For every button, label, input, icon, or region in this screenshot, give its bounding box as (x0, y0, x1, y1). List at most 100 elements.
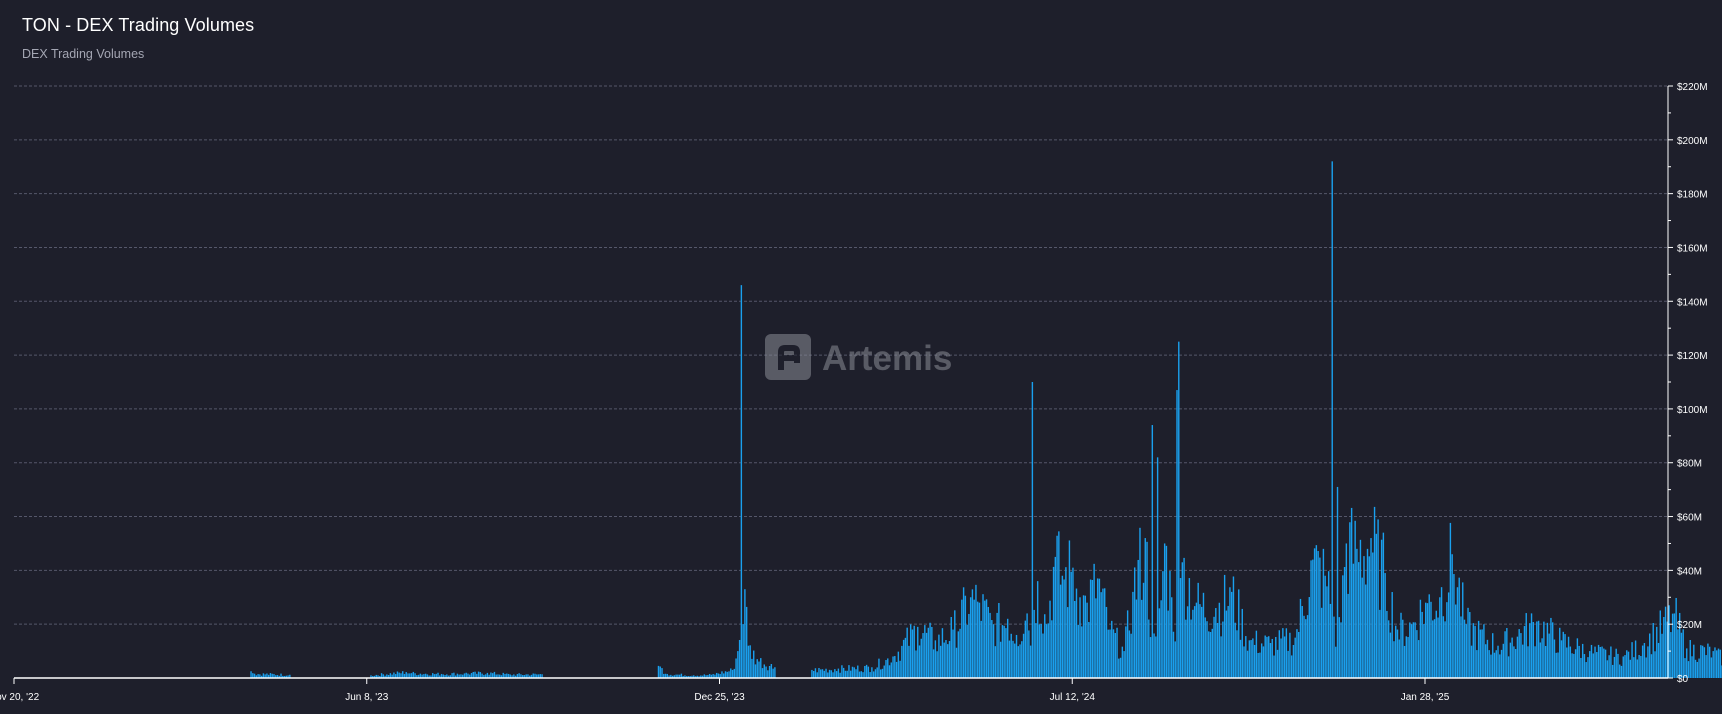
volume-bar[interactable] (1096, 578, 1099, 678)
volume-bar[interactable] (939, 645, 942, 678)
volume-bar[interactable] (1308, 597, 1310, 678)
volume-bar[interactable] (689, 676, 691, 678)
volume-bar[interactable] (1003, 625, 1005, 678)
volume-bar[interactable] (1319, 557, 1321, 678)
volume-bar[interactable] (1303, 615, 1305, 678)
volume-bar[interactable] (874, 669, 877, 678)
volume-bar[interactable] (1075, 588, 1078, 678)
volume-bar[interactable] (382, 674, 385, 678)
volume-bar[interactable] (1005, 628, 1007, 678)
volume-bar[interactable] (1372, 552, 1374, 679)
volume-bar[interactable] (825, 668, 827, 678)
volume-bar[interactable] (1559, 627, 1561, 678)
volume-bar[interactable] (259, 674, 261, 678)
volume-bar[interactable] (1527, 646, 1529, 678)
volume-bar[interactable] (733, 668, 736, 678)
volume-bar[interactable] (412, 671, 415, 678)
volume-bar[interactable] (1680, 632, 1683, 678)
volume-bar[interactable] (1650, 654, 1653, 678)
volume-bar[interactable] (1465, 624, 1467, 678)
volume-bar[interactable] (1599, 646, 1602, 678)
volume-bar[interactable] (1171, 597, 1173, 678)
volume-bar[interactable] (1153, 633, 1155, 678)
volume-bar[interactable] (260, 675, 263, 678)
volume-bar[interactable] (1079, 597, 1081, 678)
volume-bar[interactable] (996, 612, 998, 678)
volume-bar[interactable] (454, 675, 457, 679)
volume-bar[interactable] (1580, 657, 1582, 678)
volume-bar[interactable] (1509, 642, 1512, 678)
volume-bar[interactable] (472, 671, 474, 678)
volume-bar[interactable] (516, 674, 519, 678)
volume-bar[interactable] (719, 674, 721, 678)
volume-bar[interactable] (1209, 631, 1212, 678)
volume-bar[interactable] (1040, 623, 1042, 678)
volume-bar[interactable] (924, 625, 926, 678)
volume-bar[interactable] (280, 673, 282, 678)
volume-bar[interactable] (1206, 621, 1208, 678)
volume-bar[interactable] (673, 675, 676, 678)
volume-bar[interactable] (954, 610, 956, 678)
volume-bar[interactable] (405, 672, 407, 678)
volume-bar[interactable] (419, 673, 422, 678)
volume-bar[interactable] (705, 675, 707, 678)
volume-bar[interactable] (467, 673, 469, 678)
volume-bar[interactable] (402, 671, 404, 678)
volume-bar[interactable] (1578, 645, 1580, 678)
volume-bar[interactable] (1571, 653, 1573, 678)
volume-bar[interactable] (1684, 658, 1686, 678)
volume-bar[interactable] (1664, 606, 1667, 678)
volume-bar[interactable] (671, 675, 674, 678)
volume-bar[interactable] (1135, 599, 1138, 678)
volume-bar[interactable] (728, 671, 730, 678)
volume-bar[interactable] (701, 675, 704, 678)
volume-bar[interactable] (947, 644, 949, 678)
volume-bar[interactable] (758, 661, 760, 678)
volume-bar[interactable] (1271, 638, 1273, 678)
volume-bar[interactable] (1259, 652, 1261, 678)
volume-bar[interactable] (1523, 626, 1526, 678)
volume-bar[interactable] (430, 675, 432, 678)
volume-bar[interactable] (1049, 600, 1051, 678)
volume-bar[interactable] (1347, 593, 1349, 678)
volume-bar[interactable] (484, 674, 487, 678)
volume-bar[interactable] (458, 674, 460, 678)
volume-bar[interactable] (255, 675, 258, 678)
volume-bar[interactable] (1089, 579, 1092, 678)
volume-bar[interactable] (913, 625, 915, 678)
volume-bar[interactable] (1342, 575, 1344, 678)
volume-bar[interactable] (416, 675, 418, 678)
volume-bar[interactable] (1456, 587, 1459, 678)
volume-bar[interactable] (992, 624, 995, 678)
volume-bar[interactable] (1183, 557, 1185, 678)
volume-bar[interactable] (851, 666, 854, 678)
volume-bar[interactable] (1239, 639, 1242, 678)
volume-bar[interactable] (936, 651, 938, 678)
volume-bar[interactable] (483, 674, 485, 678)
volume-bar[interactable] (414, 673, 416, 678)
volume-bar[interactable] (964, 595, 967, 678)
volume-bar[interactable] (892, 656, 894, 678)
volume-bar[interactable] (1714, 647, 1716, 678)
volume-bar[interactable] (871, 667, 873, 678)
volume-bar[interactable] (1275, 636, 1277, 678)
volume-bar[interactable] (386, 674, 388, 678)
volume-bar[interactable] (772, 668, 774, 678)
volume-bar[interactable] (1001, 625, 1004, 678)
volume-bar[interactable] (1641, 645, 1644, 678)
volume-bar[interactable] (1123, 651, 1125, 678)
volume-bar[interactable] (1310, 560, 1312, 678)
volume-bar[interactable] (1442, 616, 1445, 678)
volume-bar[interactable] (663, 673, 665, 678)
volume-bar[interactable] (1507, 656, 1510, 678)
volume-bar[interactable] (1266, 636, 1268, 678)
volume-bar[interactable] (1716, 650, 1718, 678)
volume-bar[interactable] (1638, 655, 1640, 678)
volume-bar[interactable] (1340, 622, 1342, 678)
volume-bar[interactable] (439, 675, 441, 678)
volume-bar[interactable] (1151, 425, 1154, 678)
volume-bar[interactable] (1283, 636, 1286, 678)
volume-bar[interactable] (1276, 649, 1279, 678)
volume-bar[interactable] (493, 671, 496, 678)
volume-bar[interactable] (1368, 556, 1370, 678)
